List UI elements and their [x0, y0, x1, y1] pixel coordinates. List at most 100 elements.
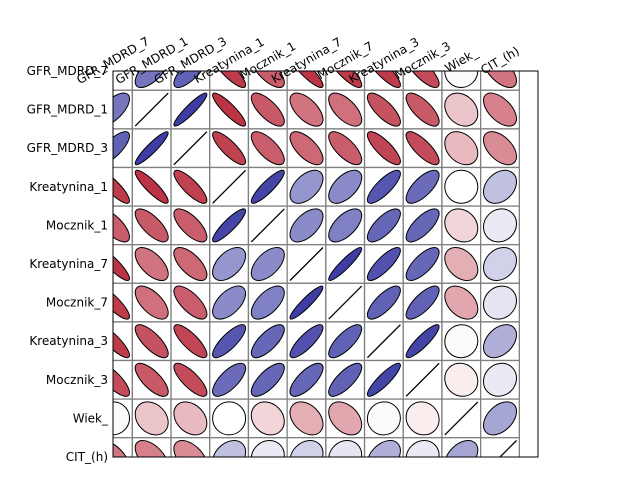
- cell-GFR_MDRD_3-Kreatynina_1: [209, 128, 250, 169]
- cell-GFR_MDRD_3-Mocznik_7: [325, 128, 366, 169]
- correlation-ellipse: [482, 362, 518, 397]
- cell-Kreatynina_7-CIT_(h): [479, 244, 520, 284]
- correlation-ellipse: [134, 71, 169, 88]
- cell-Wiek_-Wiek_: [441, 398, 482, 439]
- correlation-ellipse: [482, 208, 518, 243]
- correlation-ellipse: [366, 362, 401, 397]
- diagonal-line: [328, 285, 363, 320]
- correlation-ellipse: [405, 324, 440, 359]
- correlation-ellipse: [250, 362, 285, 397]
- correlation-ellipse: [250, 131, 285, 166]
- cell-Kreatynina_7-GFR_MDRD_3: [170, 244, 211, 284]
- cell-GFR_MDRD_3-GFR_MDRD_1: [131, 128, 172, 169]
- correlation-ellipse: [212, 246, 247, 282]
- diagonal-line: [134, 92, 169, 127]
- cell-Kreatynina_1-Mocznik_1: [247, 166, 288, 207]
- cell-Mocznik_7-CIT_(h): [479, 282, 520, 323]
- correlation-ellipse: [483, 247, 517, 281]
- cell-GFR_MDRD_3-Kreatynina_3: [363, 128, 404, 169]
- correlation-ellipse: [444, 247, 479, 281]
- cell-Kreatynina_3-Kreatynina_3: [363, 321, 404, 362]
- diagonal-line: [366, 324, 401, 359]
- cell-GFR_MDRD_1-Kreatynina_1: [209, 89, 250, 130]
- correlation-ellipse: [113, 247, 130, 281]
- row-label: Kreatynina_7: [29, 257, 108, 271]
- correlation-ellipse: [134, 131, 169, 166]
- correlation-ellipse: [328, 362, 363, 397]
- cell-Kreatynina_7-GFR_MDRD_1: [131, 244, 172, 284]
- cell-GFR_MDRD_1-GFR_MDRD_3: [170, 89, 211, 130]
- cell-Mocznik_1-Kreatynina_7: [286, 205, 327, 246]
- correlation-ellipse: [173, 324, 208, 359]
- row-labels: GFR_MDRD_7 GFR_MDRD_1 GFR_MDRD_3 Kreatynina…: [27, 64, 109, 464]
- correlation-ellipse: [212, 401, 247, 436]
- row-label: Wiek_: [73, 411, 109, 425]
- correlation-ellipse: [250, 401, 285, 436]
- cell-Mocznik_7-Mocznik_1: [247, 282, 288, 323]
- correlation-ellipse: [366, 285, 401, 320]
- cell-Kreatynina_7-Mocznik_1: [247, 244, 288, 284]
- cell-Kreatynina_3-Mocznik_3: [402, 321, 443, 362]
- cell-Mocznik_1-GFR_MDRD_3: [170, 205, 211, 246]
- correlation-ellipse: [328, 324, 363, 359]
- cell-Wiek_-GFR_MDRD_3: [170, 398, 211, 439]
- cell-Kreatynina_7-Wiek_: [441, 244, 482, 284]
- cell-CIT_(h)-Kreatynina_1: [209, 437, 250, 457]
- cell-Mocznik_7-Kreatynina_1: [209, 282, 250, 323]
- diagonal-line: [405, 362, 440, 397]
- correlation-ellipse: [134, 401, 169, 436]
- cell-CIT_(h)-GFR_MDRD_1: [131, 437, 172, 457]
- cell-Mocznik_7-Kreatynina_3: [363, 282, 404, 323]
- correlation-ellipse: [173, 247, 208, 281]
- correlation-ellipse: [212, 440, 247, 457]
- correlation-ellipse: [212, 71, 247, 88]
- cell-Wiek_-Kreatynina_7: [286, 398, 327, 439]
- cell-Kreatynina_1-Kreatynina_7: [286, 166, 327, 207]
- correlation-ellipse: [328, 208, 363, 243]
- correlation-ellipse: [250, 439, 285, 457]
- cell-GFR_MDRD_1-Mocznik_1: [247, 89, 288, 130]
- diagonal-line: [250, 208, 285, 243]
- cell-GFR_MDRD_1-Wiek_: [441, 89, 482, 130]
- cell-GFR_MDRD_1-Mocznik_3: [402, 89, 443, 130]
- correlation-ellipse: [405, 169, 440, 204]
- cell-GFR_MDRD_3-Mocznik_3: [402, 128, 443, 169]
- row-label: Mocznik_1: [46, 218, 108, 232]
- cell-Kreatynina_7-Kreatynina_7: [286, 244, 327, 284]
- cell-Kreatynina_7-Mocznik_7: [325, 244, 366, 284]
- cell-CIT_(h)-Mocznik_1: [247, 437, 288, 457]
- cell-Kreatynina_1-Kreatynina_3: [363, 166, 404, 207]
- cell-Kreatynina_7-Kreatynina_3: [363, 244, 404, 284]
- cell-Kreatynina_3-Wiek_: [441, 321, 482, 362]
- correlation-ellipse: [113, 208, 130, 243]
- correlation-ellipse: [173, 208, 208, 243]
- cell-GFR_MDRD_1-Kreatynina_7: [286, 89, 327, 130]
- matrix-cells: [113, 71, 520, 457]
- cell-GFR_MDRD_3-Mocznik_1: [247, 128, 288, 169]
- correlation-ellipse: [444, 131, 479, 166]
- cell-Kreatynina_7-Mocznik_3: [402, 244, 443, 284]
- correlation-ellipse: [134, 362, 169, 397]
- row-label: Kreatynina_3: [29, 334, 108, 348]
- correlation-ellipse: [366, 246, 401, 282]
- row-label: Mocznik_7: [46, 296, 108, 310]
- cell-Mocznik_3-Mocznik_3: [402, 359, 443, 400]
- correlation-ellipse: [212, 324, 247, 359]
- correlation-ellipse: [250, 324, 285, 359]
- cell-Kreatynina_1-GFR_MDRD_1: [131, 166, 172, 207]
- cell-Kreatynina_1-Mocznik_3: [402, 166, 443, 207]
- correlation-ellipse: [113, 169, 130, 204]
- correlation-ellipse: [482, 401, 518, 436]
- row-label: Kreatynina_1: [29, 180, 108, 194]
- correlation-ellipse: [134, 285, 169, 320]
- cell-GFR_MDRD_3-Kreatynina_7: [286, 128, 327, 169]
- correlation-ellipse: [483, 169, 517, 204]
- correlation-ellipse: [134, 208, 169, 243]
- correlation-ellipse: [250, 285, 285, 320]
- correlation-ellipse: [366, 71, 401, 88]
- diagonal-line: [212, 169, 247, 204]
- cell-Wiek_-Mocznik_7: [325, 398, 366, 439]
- correlation-ellipse: [405, 285, 440, 320]
- correlation-ellipse: [366, 92, 401, 127]
